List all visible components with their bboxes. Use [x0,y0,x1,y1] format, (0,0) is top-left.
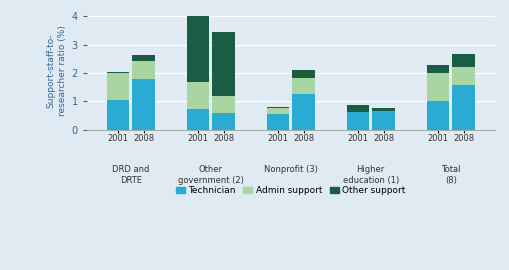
Bar [451,54,474,66]
Bar [186,16,209,82]
Bar [426,101,448,130]
Bar [451,66,474,85]
Bar [266,114,289,130]
Bar [346,105,369,112]
Text: Total
(8): Total (8) [440,165,460,185]
Bar [372,111,394,130]
Bar [292,78,314,94]
Bar [186,82,209,109]
Bar [372,108,394,111]
Text: DRD and
DRTE: DRD and DRTE [112,165,149,185]
Bar [451,85,474,130]
Bar [212,113,234,130]
Bar [266,107,289,108]
Bar [346,112,369,130]
Y-axis label: Support-staff-to-
researcher ratio (%): Support-staff-to- researcher ratio (%) [46,25,67,116]
Bar [426,65,448,73]
Text: Higher
education (1): Higher education (1) [342,165,398,185]
Bar [132,55,154,61]
Bar [132,61,154,79]
Bar [292,94,314,130]
Bar [426,73,448,101]
Bar [212,32,234,96]
Bar [266,108,289,114]
Bar [106,72,129,73]
Text: Other
government (2): Other government (2) [178,165,243,185]
Bar [132,79,154,130]
Legend: Technician, Admin support, Other support: Technician, Admin support, Other support [172,183,408,199]
Bar [292,70,314,78]
Bar [212,96,234,113]
Bar [106,100,129,130]
Bar [106,73,129,100]
Bar [186,109,209,130]
Text: Nonprofit (3): Nonprofit (3) [263,165,317,174]
